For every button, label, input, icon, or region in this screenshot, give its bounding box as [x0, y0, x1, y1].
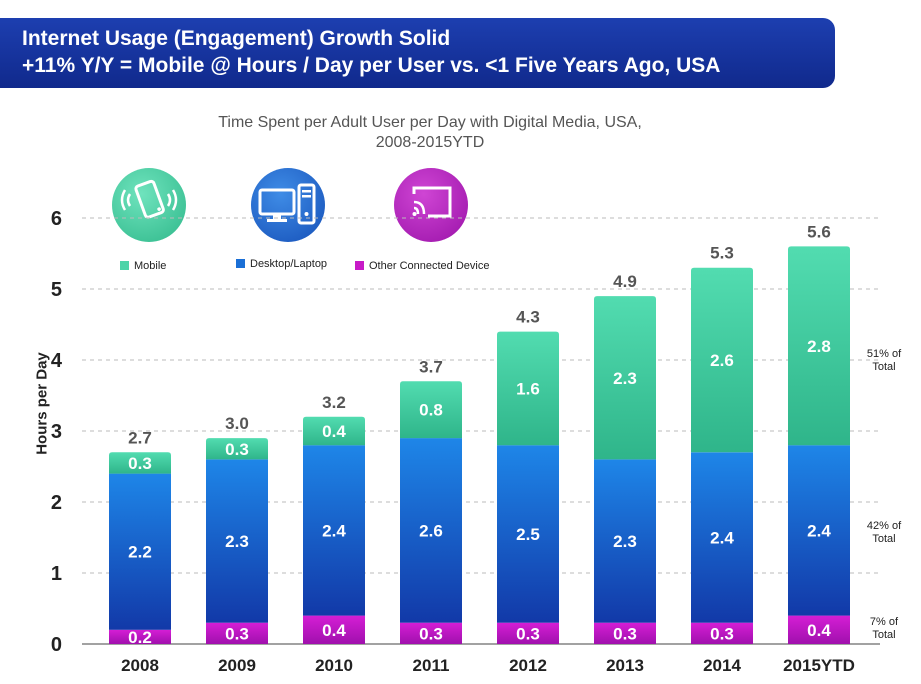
data-label-desktop: 2.4 [710, 529, 734, 548]
desktop-computer-icon [251, 168, 325, 242]
data-label-other: 0.3 [225, 624, 249, 643]
legend-item-desktop: Desktop/Laptop [236, 258, 327, 270]
bar-segment-mobile [691, 267, 753, 453]
annotation-mobile-line1: 51% of [866, 348, 902, 360]
legend-label-desktop: Desktop/Laptop [250, 258, 328, 270]
bar-total-label: 3.7 [419, 357, 443, 376]
data-label-other: 0.4 [322, 621, 346, 640]
chart-title-line-2: 2008-2015YTD [375, 134, 485, 151]
bar-segment-other [206, 622, 268, 644]
data-label-other: 0.3 [516, 624, 540, 643]
y-tick-label: 6 [51, 208, 62, 230]
connected-tv-icon [394, 168, 468, 242]
data-label-mobile: 2.6 [710, 351, 734, 370]
data-label-mobile: 1.6 [516, 379, 540, 398]
data-label-desktop: 2.3 [613, 532, 637, 551]
data-label-mobile: 2.3 [613, 369, 637, 388]
bar-segment-desktop [594, 459, 656, 623]
legend-swatch-mobile [120, 261, 129, 270]
bar-segment-mobile [109, 452, 171, 474]
x-tick-label: 2013 [606, 656, 644, 675]
annotation-other-share: 7% of Total [860, 616, 908, 642]
legend-label-mobile: Mobile [134, 260, 167, 272]
bar-segment-mobile [206, 438, 268, 460]
y-tick-label: 5 [51, 279, 62, 301]
bar-segment-other [400, 622, 462, 644]
data-label-mobile: 2.8 [807, 337, 831, 356]
x-tick-label: 2008 [121, 656, 159, 675]
bar-segment-desktop [691, 452, 753, 623]
bar-segment-other [594, 622, 656, 644]
data-label-other: 0.4 [807, 621, 831, 640]
y-tick-label: 0 [51, 634, 62, 656]
y-tick-label: 1 [51, 563, 62, 585]
data-label-desktop: 2.4 [807, 521, 831, 540]
legend-item-mobile: Mobile [120, 260, 166, 272]
title-line-1: Internet Usage (Engagement) Growth Solid [22, 27, 451, 50]
bar-segment-other [109, 629, 171, 644]
legend-item-other: Other Connected Device [355, 260, 489, 272]
data-label-desktop: 2.4 [322, 521, 346, 540]
legend-label-other: Other Connected Device [369, 260, 490, 272]
annotation-mobile-share: 51% of Total [860, 348, 908, 374]
annotation-desktop-line2: Total [872, 533, 896, 545]
annotation-desktop-share: 42% of Total [860, 520, 908, 546]
bar-segment-mobile [303, 416, 365, 446]
y-tick-label: 3 [51, 421, 62, 443]
data-label-other: 0.3 [710, 624, 734, 643]
bar-segment-mobile [594, 296, 656, 460]
title-banner: Internet Usage (Engagement) Growth Solid… [0, 18, 835, 88]
bar-segment-mobile [788, 246, 850, 446]
bar-segment-desktop [303, 445, 365, 616]
annotation-other-line1: 7% of [869, 616, 899, 628]
x-tick-label: 2009 [218, 656, 256, 675]
y-tick-label: 2 [51, 492, 62, 514]
annotation-mobile-line2: Total [872, 361, 896, 373]
x-tick-label: 2015YTD [783, 656, 855, 675]
data-label-desktop: 2.2 [128, 543, 152, 562]
bar-total-label: 4.9 [613, 272, 637, 291]
data-label-other: 0.3 [613, 624, 637, 643]
bar-segment-desktop [497, 445, 559, 623]
legend-swatch-desktop [236, 259, 245, 268]
bar-segment-desktop [788, 445, 850, 616]
y-tick-label: 4 [51, 350, 63, 372]
bar-total-label: 3.0 [225, 414, 249, 433]
data-label-desktop: 2.6 [419, 521, 443, 540]
bar-total-label: 5.3 [710, 244, 734, 263]
bar-segment-desktop [109, 473, 171, 630]
x-tick-label: 2012 [509, 656, 547, 675]
bar-segment-mobile [497, 331, 559, 446]
x-tick-label: 2010 [315, 656, 353, 675]
data-label-mobile: 0.3 [225, 440, 249, 459]
data-label-mobile: 0.8 [419, 401, 443, 420]
data-label-mobile: 0.3 [128, 454, 152, 473]
chart-title-line-1: Time Spent per Adult User per Day with D… [218, 114, 642, 131]
annotation-desktop-line1: 42% of [866, 520, 902, 532]
bar-segment-other [691, 622, 753, 644]
data-label-other: 0.2 [128, 628, 152, 647]
bar-total-label: 3.2 [322, 393, 346, 412]
bar-segment-other [303, 615, 365, 644]
data-label-desktop: 2.5 [516, 525, 540, 544]
bar-total-label: 2.7 [128, 428, 152, 447]
x-tick-label: 2011 [413, 656, 450, 675]
x-tick-label: 2014 [703, 656, 741, 675]
mobile-phone-icon [112, 168, 186, 242]
bar-total-label: 5.6 [807, 222, 831, 241]
annotation-other-line2: Total [872, 629, 896, 641]
chart-title: Time Spent per Adult User per Day with D… [150, 113, 710, 153]
bar-segment-desktop [400, 438, 462, 623]
bar-segment-other [497, 622, 559, 644]
legend-swatch-other [355, 261, 364, 270]
bar-total-label: 4.3 [516, 308, 540, 327]
bar-segment-other [788, 615, 850, 644]
data-label-other: 0.3 [419, 624, 443, 643]
title-line-2: +11% Y/Y = Mobile @ Hours / Day per User… [22, 54, 721, 77]
bar-segment-desktop [206, 459, 268, 623]
data-label-desktop: 2.3 [225, 532, 249, 551]
data-label-mobile: 0.4 [322, 422, 346, 441]
bar-segment-mobile [400, 381, 462, 439]
